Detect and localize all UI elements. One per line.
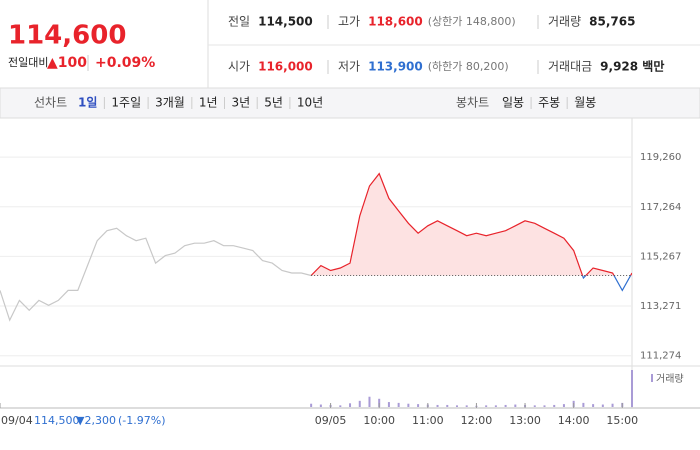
- legend-swatch: [651, 374, 653, 382]
- tab-bar: [0, 87, 700, 119]
- stat-label: 시가: [228, 60, 250, 74]
- x-tick-label: 15:00: [606, 414, 638, 427]
- legend-label: 거래량: [656, 373, 684, 385]
- stat-label: 거래대금: [548, 60, 592, 74]
- y-tick-label: 119,260: [640, 152, 681, 163]
- tab[interactable]: 1년: [199, 96, 218, 110]
- volume-bar: [368, 396, 371, 407]
- change-pct: +0.09%: [95, 55, 155, 71]
- x-tick-label: 13:00: [509, 414, 541, 427]
- price: 114,600: [8, 21, 126, 51]
- volume-bar: [465, 405, 468, 407]
- tab[interactable]: 일봉: [502, 96, 524, 110]
- stat-value: 116,000: [258, 60, 313, 74]
- y-tick-label: 111,274: [640, 351, 681, 362]
- volume-bar: [582, 402, 585, 407]
- volume-bar: [494, 405, 497, 407]
- volume-bar: [485, 405, 488, 407]
- volume-bar: [349, 403, 352, 407]
- tab[interactable]: 1주일: [111, 96, 141, 110]
- volume-bar: [543, 405, 546, 407]
- x-tick-label: 10:00: [363, 414, 395, 427]
- tab[interactable]: 10년: [297, 96, 323, 110]
- tab-group-label: 봉차트: [456, 96, 489, 110]
- volume-bar: [378, 398, 381, 407]
- change: ▲100: [47, 55, 87, 71]
- volume-bar: [339, 405, 342, 407]
- volume-bar: [397, 402, 400, 407]
- x-tick-label: 09/04: [1, 414, 33, 427]
- summary-pct: (-1.97%): [118, 414, 166, 427]
- line-up: [310, 172, 632, 276]
- volume-bar: [611, 403, 614, 407]
- stat-note: (하한가 80,200): [428, 59, 509, 73]
- stat-label: 전일: [228, 15, 250, 29]
- volume-bar: [562, 404, 565, 407]
- y-tick-label: 115,267: [640, 251, 681, 262]
- volume-bar: [533, 405, 536, 407]
- tab[interactable]: 3년: [232, 96, 251, 110]
- tab[interactable]: 주봉: [538, 96, 560, 110]
- volume-bar: [446, 404, 449, 407]
- stat-value: 114,500: [258, 15, 313, 29]
- volume-bar: [601, 404, 604, 407]
- tab[interactable]: 3개월: [155, 96, 185, 110]
- y-tick-label: 117,264: [640, 202, 681, 213]
- tab[interactable]: 월봉: [574, 96, 596, 110]
- summary-price: 114,500: [34, 414, 80, 427]
- volume-bar: [436, 404, 439, 407]
- volume-bar: [417, 404, 420, 407]
- stat-value: 113,900: [368, 60, 423, 74]
- volume-bar: [455, 405, 458, 407]
- volume-bar: [592, 404, 595, 407]
- change-label: 전일대비: [8, 55, 48, 69]
- volume-bar: [514, 404, 517, 407]
- tab[interactable]: 5년: [264, 96, 283, 110]
- line: [0, 227, 312, 322]
- tab[interactable]: 1일: [78, 96, 97, 110]
- volume-bar: [387, 402, 390, 407]
- volume-bar: [358, 400, 361, 407]
- volume-bar: [310, 403, 313, 407]
- volume-bar: [553, 404, 556, 407]
- stat-label: 저가: [338, 60, 360, 74]
- volume-bar: [504, 404, 507, 407]
- stat-value: 85,765: [589, 15, 635, 29]
- stat-value: 118,600: [368, 15, 423, 29]
- volume-bar: [631, 370, 633, 407]
- x-tick-label: 14:00: [558, 414, 590, 427]
- stat-note: (상한가 148,800): [428, 15, 516, 28]
- summary-change: ▼2,300: [76, 414, 116, 427]
- volume-bar: [319, 404, 322, 407]
- x-tick-label: 09/05: [315, 414, 347, 427]
- volume-bar: [407, 403, 410, 407]
- tab-group-label: 선차트: [34, 96, 67, 110]
- y-tick-label: 113,271: [640, 301, 681, 312]
- x-tick-label: 12:00: [461, 414, 493, 427]
- stat-value: 9,928 백만: [600, 59, 664, 74]
- stat-label: 고가: [338, 15, 360, 29]
- stat-label: 거래량: [548, 15, 581, 29]
- x-tick-label: 11:00: [412, 414, 444, 427]
- area: [311, 173, 632, 276]
